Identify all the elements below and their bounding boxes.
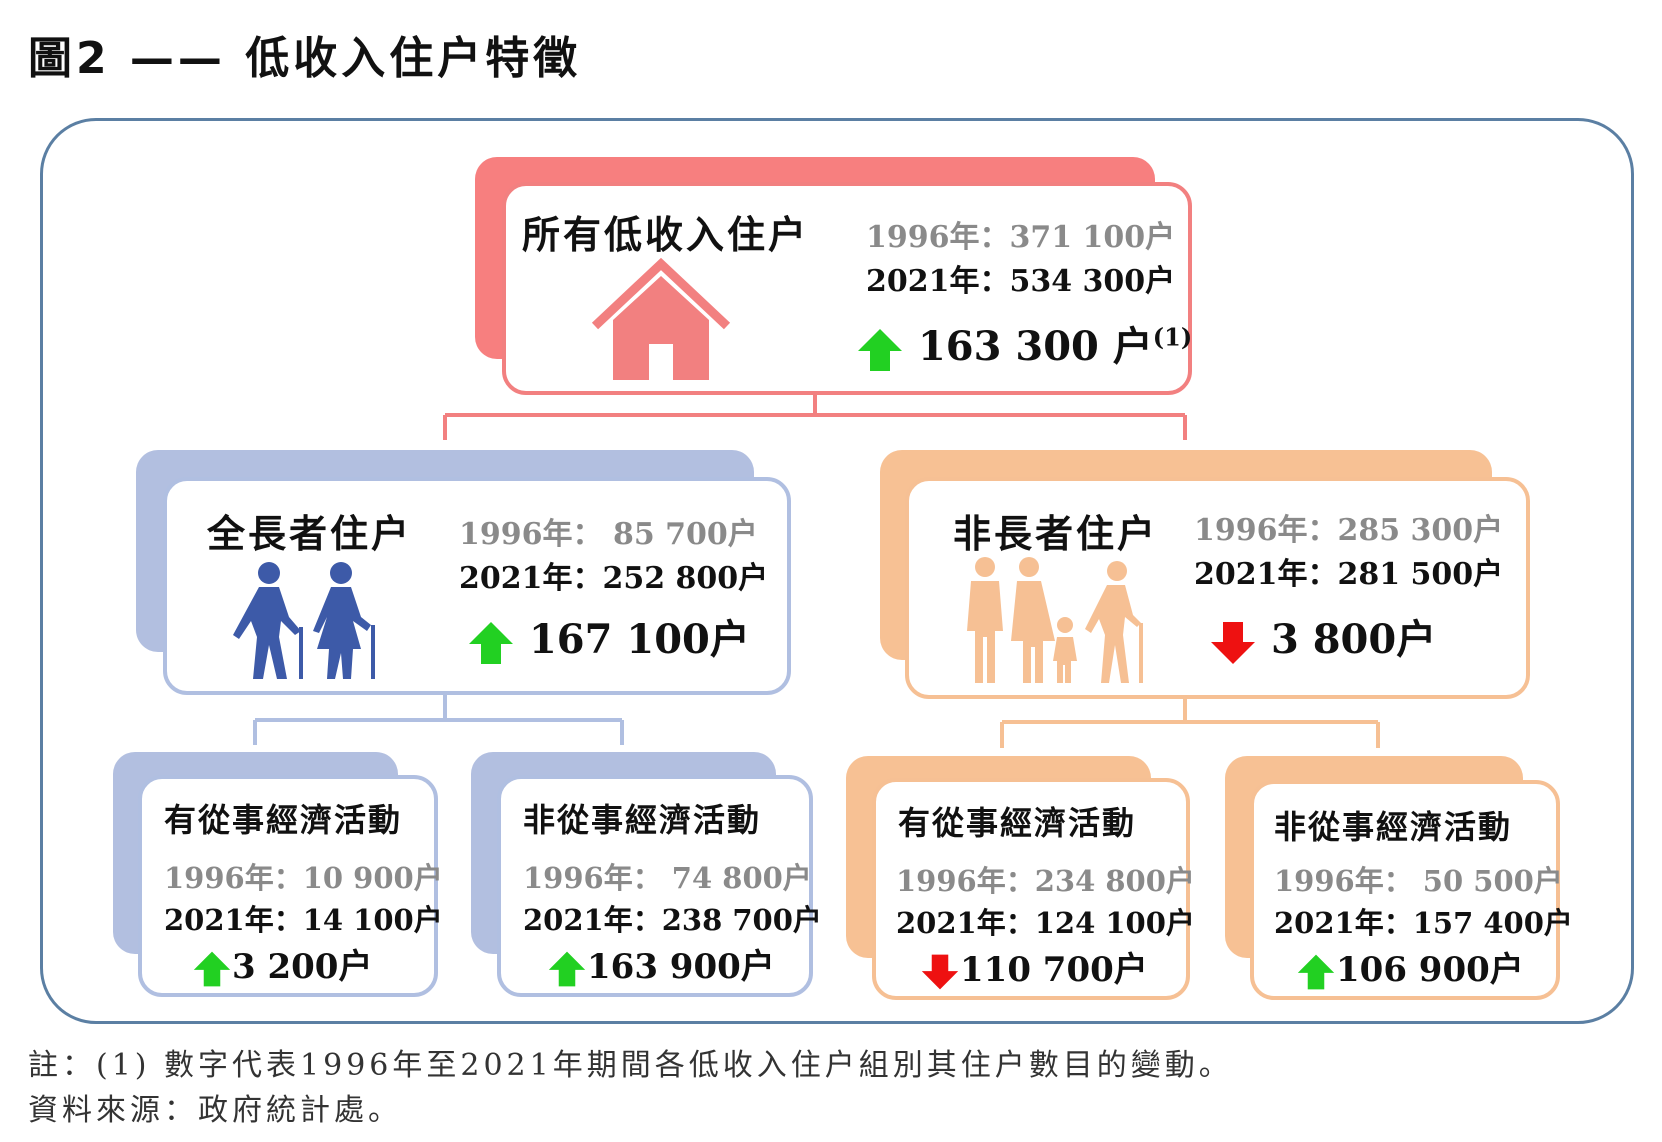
- nonelderly-card: 非長者住户 1996年：285 300户 2021年：281 500户 3 80…: [905, 477, 1530, 699]
- nonelderly-sub0-1996: 1996年：234 800户: [896, 864, 1195, 898]
- elderly-change-value: 167 100户: [528, 616, 750, 663]
- top-change-value: 163 300 户: [917, 323, 1153, 370]
- up-arrow-icon: [858, 329, 902, 371]
- down-arrow-icon: [921, 954, 959, 990]
- up-arrow-icon: [193, 951, 231, 987]
- elderly-sub1-change: 163 900户: [547, 939, 775, 988]
- up-arrow-icon: [469, 622, 513, 664]
- nonelderly-sub0-change-value: 110 700户: [960, 950, 1148, 990]
- elderly-sub0-change-value: 3 200户: [232, 947, 373, 987]
- house-icon: [591, 258, 731, 380]
- nonelderly-2021: 2021年：281 500户: [1194, 557, 1504, 592]
- elderly-couple-icon: [233, 562, 375, 679]
- nonelderly-change: 3 800户: [1209, 607, 1436, 666]
- nonelderly-sub1-change: 106 900户: [1296, 942, 1524, 991]
- figure-title: 圖2 —— 低收入住户特徵: [28, 33, 582, 84]
- nonelderly-sub0-change: 110 700户: [920, 942, 1148, 991]
- nonelderly-sub-card-active: 有從事經濟活動 1996年：234 800户 2021年：124 100户 11…: [872, 778, 1195, 1000]
- elderly-sub1-title: 非從事經濟活動: [523, 801, 762, 839]
- nonelderly-sub0-2021: 2021年：124 100户: [896, 906, 1195, 940]
- footnote: 註：(1) 數字代表1996年至2021年期間各低收入住户組別其住户數目的變動。: [28, 1048, 1233, 1083]
- nonelderly-sub1-title: 非從事經濟活動: [1274, 808, 1513, 846]
- elderly-sub0-2021: 2021年：14 100户: [164, 903, 443, 937]
- nonelderly-sub1-2021: 2021年：157 400户: [1274, 906, 1573, 940]
- elderly-change: 167 100户: [467, 607, 750, 666]
- elderly-sub1-1996: 1996年： 74 800户: [523, 861, 812, 895]
- elderly-sub0-1996: 1996年：10 900户: [164, 861, 443, 895]
- down-arrow-icon: [1211, 622, 1255, 664]
- elderly-2021: 2021年：252 800户: [459, 561, 769, 596]
- top-1996: 1996年：371 100户: [866, 220, 1176, 255]
- top-change-note: (1): [1152, 322, 1193, 352]
- elderly-1996: 1996年： 85 700户: [459, 517, 758, 552]
- nonelderly-sub1-change-value: 106 900户: [1336, 950, 1524, 990]
- elderly-sub1-change-value: 163 900户: [587, 947, 775, 987]
- elderly-card: 全長者住户 1996年： 85 700户 2021年：252 800户 167 …: [163, 477, 791, 695]
- nonelderly-sub0-title: 有從事經濟活動: [898, 804, 1137, 842]
- family-icon: [967, 557, 1143, 683]
- top-card: 所有低收入住户 1996年：371 100户 2021年：534 300户 16…: [502, 182, 1192, 395]
- nonelderly-card-title: 非長者住户: [953, 512, 1159, 556]
- elderly-sub0-title: 有從事經濟活動: [164, 801, 403, 839]
- top-change: 163 300 户(1): [856, 314, 1192, 373]
- elderly-sub-card-active: 有從事經濟活動 1996年：10 900户 2021年：14 100户 3 20…: [138, 775, 443, 997]
- elderly-sub0-change: 3 200户: [192, 939, 372, 988]
- up-arrow-icon: [1297, 954, 1335, 990]
- nonelderly-connector: [1000, 698, 1380, 748]
- top-2021: 2021年：534 300户: [866, 264, 1176, 299]
- top-card-title: 所有低收入住户: [522, 213, 810, 257]
- elderly-sub-card-inactive: 非從事經濟活動 1996年： 74 800户 2021年：238 700户 16…: [497, 775, 822, 997]
- nonelderly-change-value: 3 800户: [1270, 616, 1437, 663]
- top-connector: [443, 395, 1187, 440]
- diagram-frame: [40, 118, 1634, 1024]
- source-note: 資料來源：政府統計處。: [28, 1093, 402, 1128]
- elderly-connector: [253, 692, 624, 745]
- nonelderly-1996: 1996年：285 300户: [1194, 513, 1504, 548]
- elderly-sub1-2021: 2021年：238 700户: [523, 903, 822, 937]
- nonelderly-sub1-1996: 1996年： 50 500户: [1274, 864, 1563, 898]
- elderly-card-title: 全長者住户: [207, 512, 413, 556]
- nonelderly-sub-card-inactive: 非從事經濟活動 1996年： 50 500户 2021年：157 400户 10…: [1250, 780, 1573, 1000]
- up-arrow-icon: [548, 951, 586, 987]
